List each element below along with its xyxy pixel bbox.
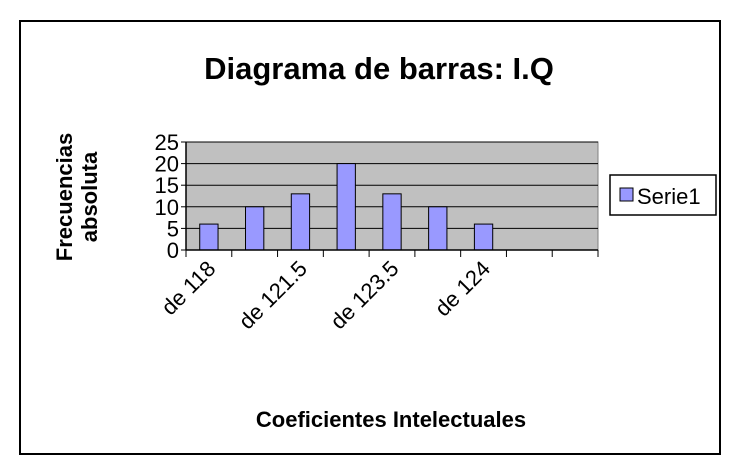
y-tick-label: 25	[155, 130, 179, 155]
bar	[428, 206, 448, 251]
chart-frame: Diagrama de barras: I.Q Frecuencias abso…	[19, 20, 721, 455]
x-tick-label: de 118	[156, 256, 220, 320]
bar	[199, 223, 219, 251]
x-tick-label: de 121.5	[234, 256, 312, 334]
bar	[382, 193, 402, 251]
x-tick-label: de 124	[430, 256, 495, 321]
y-tick-label: 15	[155, 173, 179, 198]
legend-label: Serie1	[637, 184, 701, 209]
y-axis-title-line-2: absoluta	[77, 151, 102, 242]
bar	[245, 206, 265, 251]
y-tick-label: 0	[167, 238, 179, 263]
legend: Serie1	[609, 174, 717, 216]
bars	[199, 163, 494, 251]
bar-chart: Diagrama de barras: I.Q Frecuencias abso…	[52, 51, 717, 432]
legend-swatch	[619, 187, 634, 202]
y-axis-title-line-1: Frecuencias	[52, 133, 77, 261]
bar	[473, 223, 494, 251]
x-tick-labels: de 118 de 121.5 de 123.5 de 124	[156, 256, 495, 334]
y-tick-label: 10	[155, 195, 179, 220]
y-tick-label: 5	[167, 216, 179, 241]
y-tick-label: 20	[155, 152, 179, 177]
x-tick-label: de 123.5	[325, 256, 403, 334]
x-axis-title: Coeficientes Intelectuales	[256, 407, 526, 432]
bar	[336, 163, 356, 251]
bar	[290, 193, 311, 251]
y-axis-title: Frecuencias absoluta	[52, 133, 102, 261]
chart-title: Diagrama de barras: I.Q	[204, 51, 554, 86]
axes	[181, 141, 599, 257]
